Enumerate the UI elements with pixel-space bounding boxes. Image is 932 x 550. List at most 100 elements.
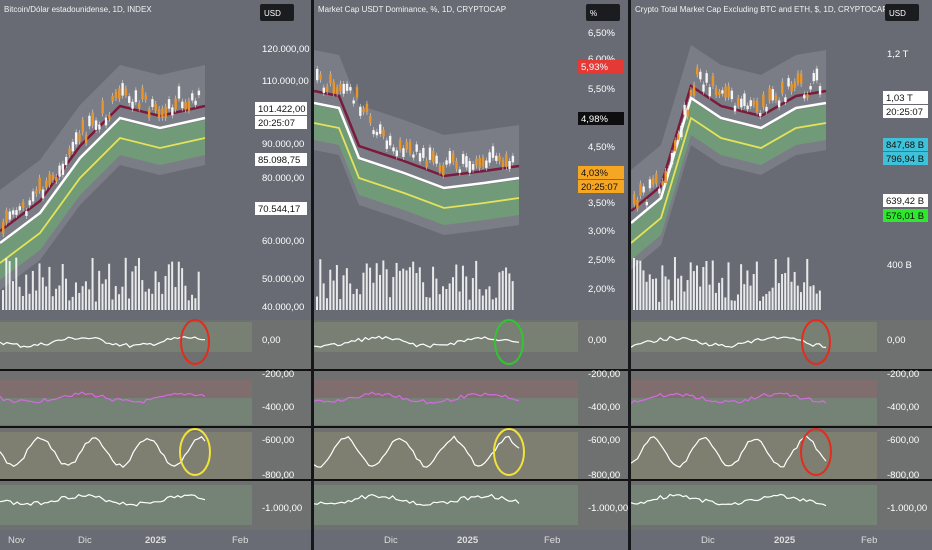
candle (765, 106, 768, 112)
moving-average-yellow (631, 116, 827, 244)
price-axis-label: 120.000,00 (262, 44, 310, 55)
volume-bar (187, 300, 190, 310)
volume-bar (445, 289, 448, 310)
volume-bar (2, 290, 4, 310)
candle (633, 194, 636, 205)
candle (793, 81, 797, 89)
volume-bar (131, 271, 134, 310)
price-tag (255, 102, 307, 115)
volume-bar (65, 278, 68, 310)
price-tag-label: 4,03% (581, 168, 608, 179)
candle (667, 168, 671, 172)
annotation-circle (494, 319, 524, 365)
oscillator-zone (631, 380, 877, 398)
candle (478, 158, 481, 168)
candle (730, 90, 734, 100)
price-axis-label: 5,50% (588, 84, 615, 95)
oscillator-line (314, 335, 520, 349)
volume-bar (451, 277, 454, 310)
chart-panel-total3[interactable]: Crypto Total Market Cap Excluding BTC an… (631, 0, 932, 550)
volume-bar (345, 268, 348, 310)
volume-bar (68, 300, 71, 310)
candle (134, 90, 138, 103)
volume-bar (372, 282, 375, 310)
price-axis-label: 1,2 T (887, 49, 909, 60)
time-axis[interactable] (314, 530, 628, 550)
volume-bar (708, 284, 711, 310)
volume-bar (325, 298, 328, 310)
volume-bar (5, 258, 8, 310)
volume-bar (759, 300, 761, 310)
volume-bar (448, 283, 451, 310)
chart-panel-btc[interactable]: Bitcoin/Dólar estadounidense, 1D, INDEX U… (0, 0, 311, 550)
price-tag (255, 116, 307, 129)
candle (696, 67, 699, 75)
candle (422, 148, 425, 158)
volume-bar (319, 259, 322, 310)
volume-bar (392, 276, 395, 310)
oscillator-axis-label: -600,00 (588, 435, 620, 446)
volume-bar (151, 293, 154, 310)
candle (25, 211, 28, 216)
candle (108, 114, 111, 119)
candle (491, 146, 495, 158)
moving-average-maroon (314, 89, 520, 178)
oscillator-zone (314, 398, 578, 425)
volume-bar (412, 261, 415, 310)
chart-canvas-btc[interactable]: Bitcoin/Dólar estadounidense, 1D, INDEX U… (0, 0, 311, 550)
volume-bar (661, 265, 664, 310)
candle (332, 82, 335, 94)
candle (771, 89, 774, 101)
candle (157, 108, 161, 119)
price-axis-label: 110.000,00 (262, 76, 309, 87)
chart-canvas-total3[interactable]: Crypto Total Market Cap Excluding BTC an… (631, 0, 932, 550)
candle (51, 174, 55, 181)
oscillator-zone (0, 380, 252, 398)
candle (104, 117, 108, 126)
annotation-circle (493, 428, 525, 476)
time-axis[interactable] (0, 530, 311, 550)
panel-divider[interactable] (311, 0, 314, 550)
candle (752, 100, 756, 105)
moving-average-white (314, 101, 520, 190)
moving-average-yellow (0, 137, 206, 264)
currency-unit-button[interactable] (885, 4, 919, 21)
panel-divider[interactable] (628, 0, 631, 550)
candle (131, 101, 134, 109)
volume-bar (137, 257, 140, 310)
candle (658, 188, 661, 194)
candle (141, 87, 144, 100)
volume-bar (167, 264, 170, 310)
candle (177, 86, 181, 99)
candle (65, 157, 68, 166)
volume-bar (134, 265, 137, 310)
volume-bar (777, 283, 780, 310)
candle (31, 191, 35, 202)
candle (727, 85, 730, 98)
moving-average-yellow (314, 122, 520, 209)
candle (799, 73, 803, 85)
candle (38, 177, 41, 191)
price-tag-label: 796,94 B (886, 154, 924, 165)
oscillator-axis-label: -200,00 (588, 369, 620, 380)
volume-bar (762, 296, 765, 310)
candle (718, 91, 721, 96)
price-axis-label: 6,50% (588, 28, 615, 39)
candle (812, 73, 815, 82)
currency-unit-label: % (590, 9, 597, 18)
volume-bar (667, 279, 670, 310)
candle (432, 150, 435, 163)
chart-canvas-usdt-dominance[interactable]: Market Cap USDT Dominance, %, 1D, CRYPTO… (314, 0, 628, 550)
currency-unit-button[interactable] (586, 4, 620, 21)
candle (692, 84, 696, 96)
time-axis[interactable] (631, 530, 932, 550)
volume-bar (692, 271, 695, 310)
chart-panel-usdt-dominance[interactable]: Market Cap USDT Dominance, %, 1D, CRYPTO… (314, 0, 628, 550)
volume-bar (58, 285, 61, 310)
candle (803, 94, 806, 99)
currency-unit-button[interactable] (260, 4, 294, 21)
price-tag-label: 576,01 B (886, 211, 924, 222)
volume-bar (197, 271, 200, 310)
volume-bar (322, 283, 325, 310)
volume-bar (680, 275, 683, 310)
